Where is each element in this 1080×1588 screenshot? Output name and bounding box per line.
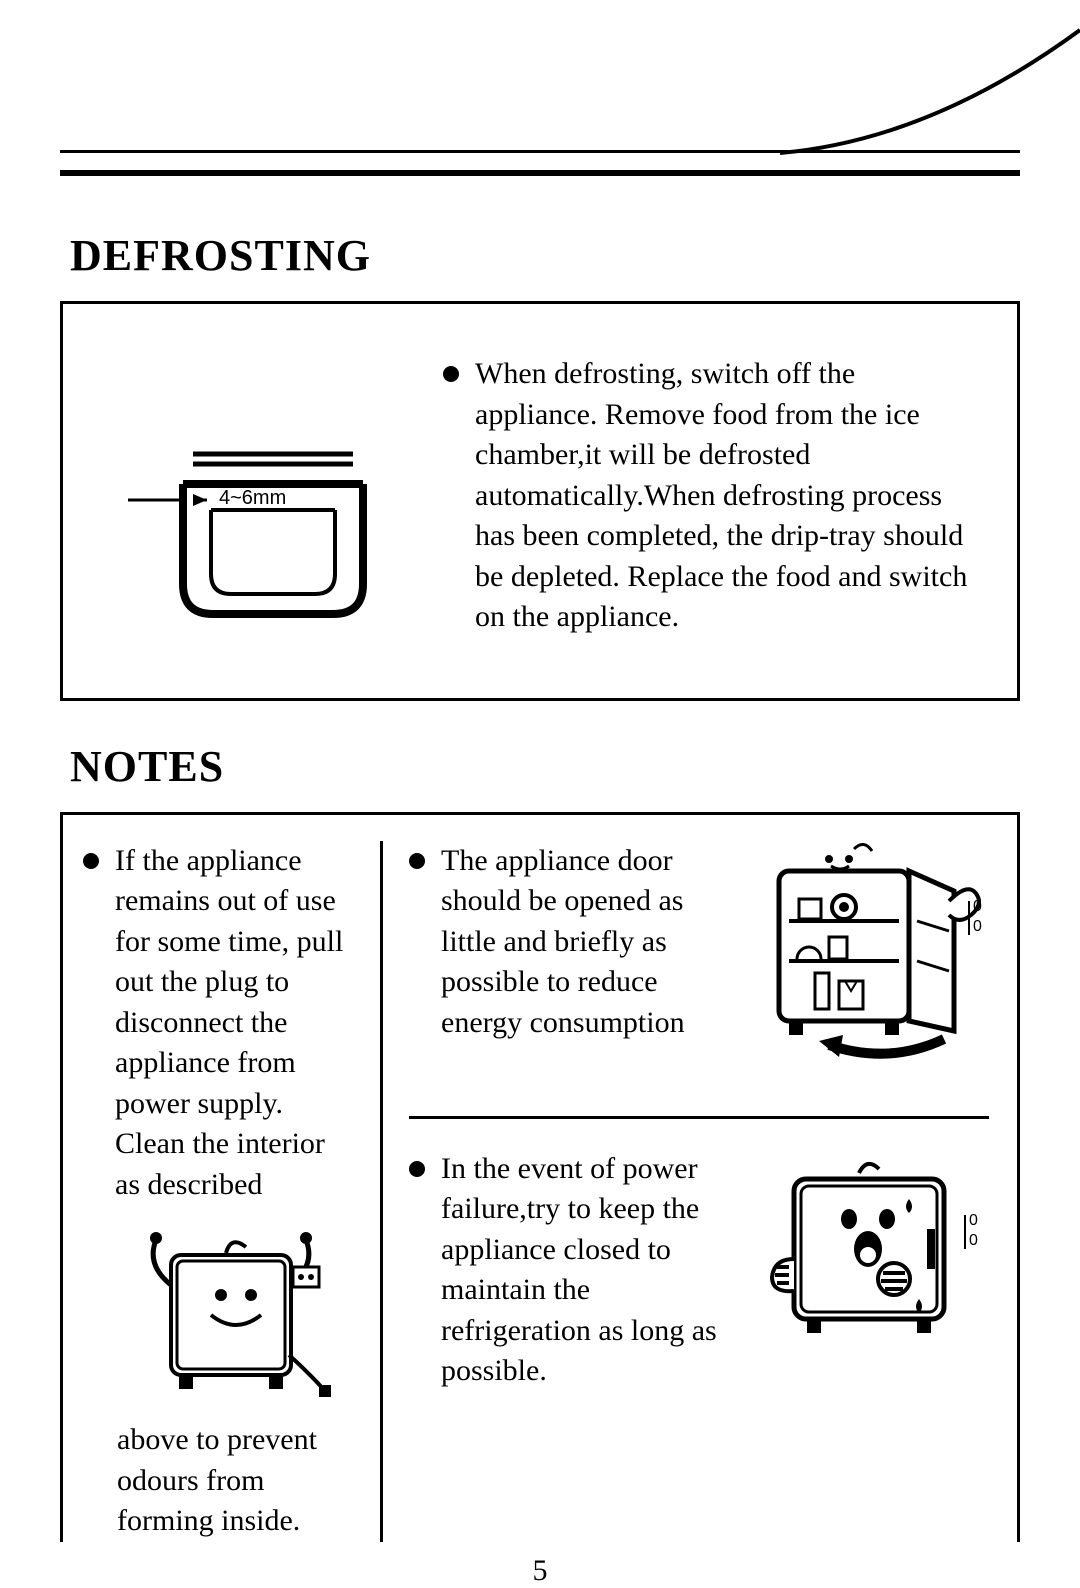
ice-chamber-diagram: 4~6mm <box>103 354 403 624</box>
fridge-unplugged-illustration <box>111 1225 331 1410</box>
notes-box: If the appliance remains out of use for … <box>60 812 1020 1542</box>
bullet-dot-icon <box>83 853 99 869</box>
svg-text:0: 0 <box>969 1212 978 1229</box>
notes-right-lower-text: In the event of power failure,try to kee… <box>441 1149 735 1392</box>
notes-heading: NOTES <box>70 741 1020 792</box>
header-swoosh <box>780 20 1080 160</box>
notes-right-upper: The appliance door should be opened as l… <box>409 841 989 1096</box>
measurement-label: 4~6mm <box>219 487 286 509</box>
header-rules <box>60 20 1020 190</box>
manual-page: DEFROSTING <box>0 0 1080 1559</box>
fridge-closed-illustration: 0 0 <box>759 1149 989 1354</box>
defrosting-heading: DEFROSTING <box>70 230 1020 281</box>
notes-left-text-top: If the appliance remains out of use for … <box>115 841 354 1206</box>
defrosting-bullet: When defrosting, switch off the applianc… <box>443 354 977 638</box>
notes-right-column: The appliance door should be opened as l… <box>383 841 989 1542</box>
notes-right-upper-text: The appliance door should be opened as l… <box>441 841 735 1044</box>
notes-left-text-bottom: above to prevent odours from forming ins… <box>117 1420 354 1542</box>
bullet-dot-icon <box>409 853 425 869</box>
defrosting-box: 4~6mm When defrosting, switch off the ap… <box>60 301 1020 701</box>
svg-text:0: 0 <box>969 1232 978 1249</box>
notes-right-divider <box>409 1116 989 1119</box>
bullet-dot-icon <box>443 366 459 382</box>
defrosting-text: When defrosting, switch off the applianc… <box>475 354 977 638</box>
svg-text:0: 0 <box>973 918 982 935</box>
svg-text:0: 0 <box>973 898 982 915</box>
bullet-dot-icon <box>409 1161 425 1177</box>
notes-right-lower: In the event of power failure,try to kee… <box>409 1149 989 1392</box>
fridge-door-open-illustration: 0 0 <box>759 841 989 1066</box>
notes-left-column: If the appliance remains out of use for … <box>83 841 383 1542</box>
